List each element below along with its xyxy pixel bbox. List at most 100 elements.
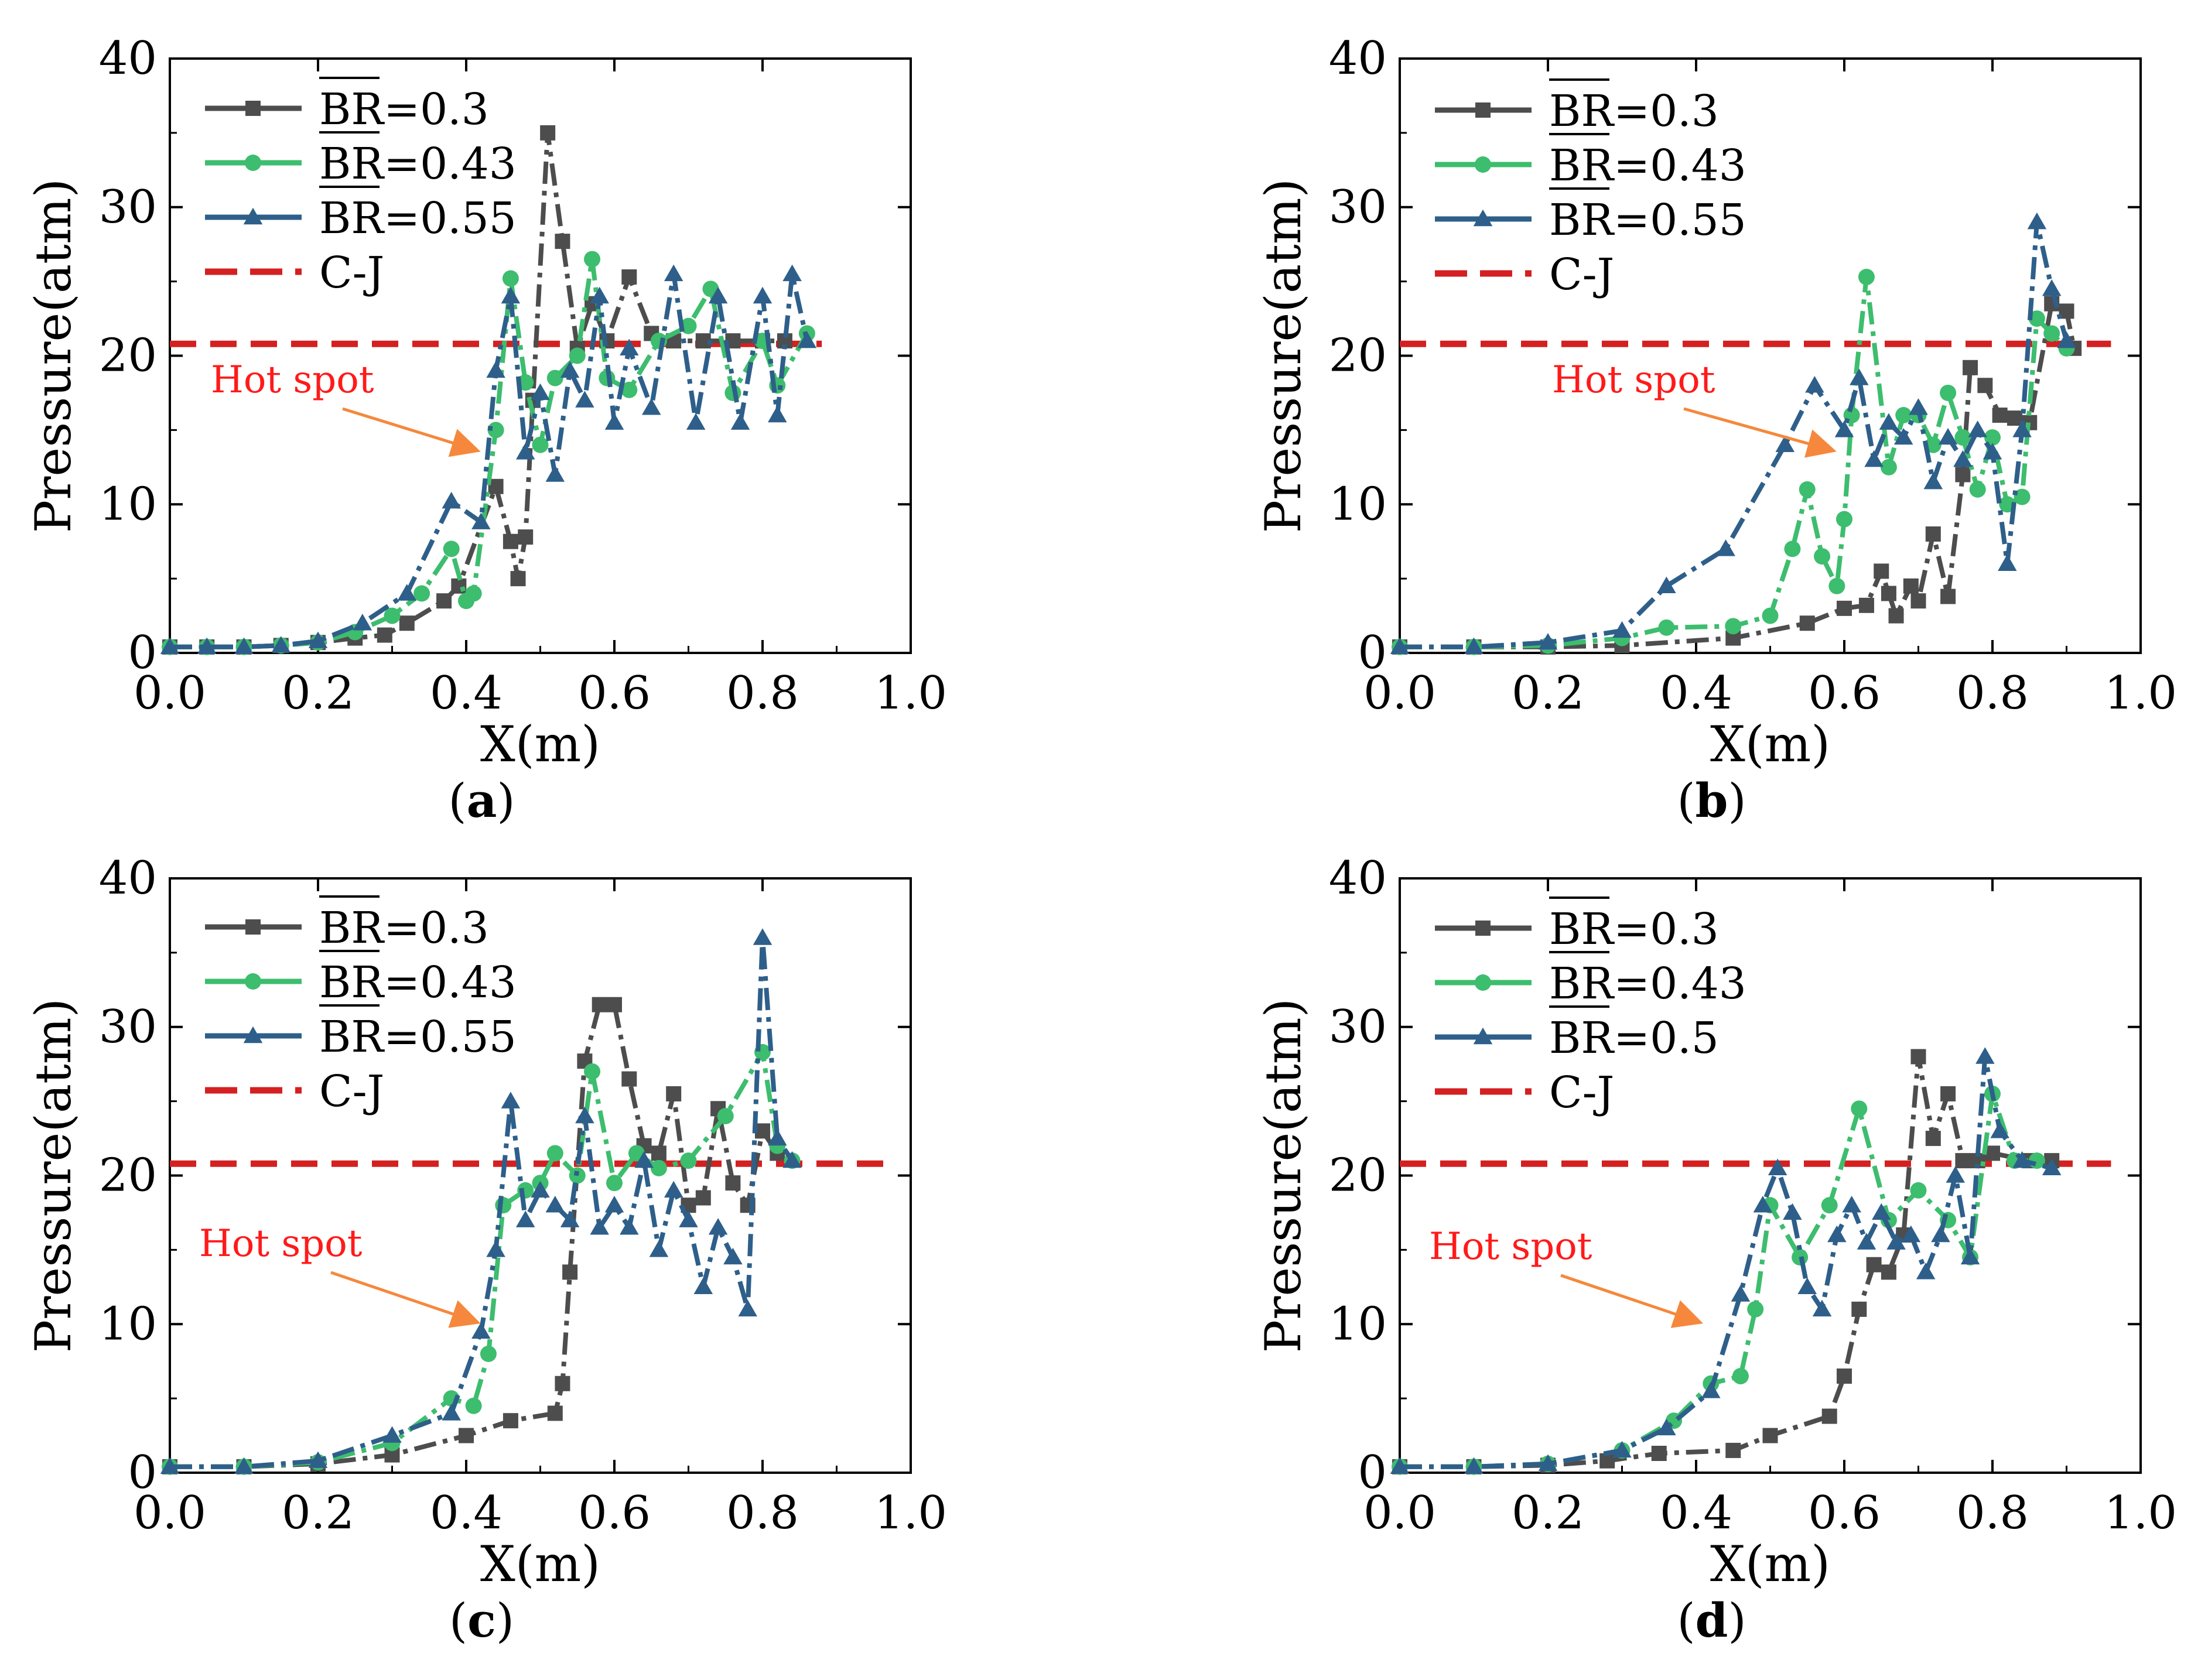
data-point <box>782 264 802 282</box>
legend-label: C-J <box>319 1066 384 1117</box>
data-point <box>1657 576 1676 593</box>
data-point <box>590 1218 609 1235</box>
data-point <box>531 383 550 401</box>
data-point <box>501 286 521 304</box>
data-point <box>465 585 482 602</box>
data-point <box>1923 472 1943 490</box>
data-point <box>686 413 706 430</box>
data-point <box>515 443 535 460</box>
data-point <box>2012 1151 2032 1168</box>
series-line <box>170 1002 780 1469</box>
data-point <box>384 607 401 624</box>
legend-label: BR=0.43 <box>1549 959 1746 1009</box>
data-point <box>2012 420 2032 437</box>
data-point <box>2014 488 2031 505</box>
data-point <box>768 405 787 423</box>
x-tick-label: 0.4 <box>430 667 503 720</box>
data-point <box>160 1457 180 1474</box>
data-point <box>1990 1121 2009 1138</box>
data-point <box>1916 1262 1936 1279</box>
data-point <box>531 1181 550 1198</box>
data-point <box>695 1190 711 1206</box>
data-point <box>555 1376 570 1391</box>
data-point <box>1938 427 1958 445</box>
legend-label: BR=0.3 <box>319 903 489 953</box>
data-point <box>1390 637 1410 655</box>
legend-marker <box>1475 974 1491 991</box>
data-point <box>486 361 505 378</box>
x-tick-label: 0.0 <box>1363 667 1436 720</box>
legend-marker <box>1475 921 1491 936</box>
data-point <box>708 286 728 304</box>
hot-spot-label: Hot spot <box>1552 358 1715 402</box>
data-point <box>693 1277 713 1294</box>
y-tick-label: 40 <box>1329 32 1387 85</box>
x-tick-label: 0.6 <box>1808 667 1881 720</box>
data-point <box>1658 619 1675 636</box>
legend-label: C-J <box>1549 1067 1614 1118</box>
data-point <box>1538 1454 1558 1471</box>
hot-spot-arrow <box>1560 1274 1704 1328</box>
data-point <box>1762 1428 1778 1443</box>
data-point <box>197 637 217 655</box>
chart-panel-a: 0.0 0.2 0.4 0.6 0.8 1.0 0 10 20 30 40 X(m) Pressure(… <box>25 32 947 828</box>
data-point <box>1977 378 1993 394</box>
y-tick-label: 0 <box>128 1446 157 1499</box>
data-point <box>234 1457 254 1474</box>
data-point <box>560 361 580 378</box>
data-point <box>1955 467 1971 483</box>
data-point <box>1701 1381 1721 1398</box>
data-point <box>1732 1368 1749 1385</box>
data-point <box>1895 407 1912 423</box>
x-tick-label: 0.0 <box>134 667 206 720</box>
data-point <box>442 491 461 509</box>
data-point <box>2043 325 2060 342</box>
data-point <box>503 1413 518 1429</box>
data-point <box>397 584 417 601</box>
data-point <box>1969 481 1986 498</box>
data-point <box>1775 435 1795 452</box>
data-point <box>666 1086 682 1101</box>
data-point <box>518 529 534 545</box>
x-tick-label: 0.0 <box>134 1487 206 1539</box>
y-axis-label: Pressure(atm) <box>1255 179 1312 533</box>
y-tick-label: 40 <box>1329 852 1387 905</box>
data-point <box>442 1404 461 1421</box>
panel-caption: (b) <box>1677 773 1746 828</box>
legend-marker <box>1475 102 1491 118</box>
legend-label: BR=0.3 <box>1549 904 1719 954</box>
x-tick-label: 1.0 <box>2104 1487 2177 1539</box>
data-point <box>1963 360 1978 375</box>
data-point <box>1834 420 1854 437</box>
x-tick-label: 0.6 <box>578 1487 651 1539</box>
data-point <box>1968 420 1987 437</box>
y-axis-label: Pressure(atm) <box>25 998 82 1353</box>
chart-panel-b: 0.0 0.2 0.4 0.6 0.8 1.0 0 10 20 30 40 X(m) Pressure(… <box>1255 32 2177 828</box>
data-point <box>1725 618 1742 635</box>
legend-label: BR=0.55 <box>1549 195 1746 245</box>
legend-label: C-J <box>319 248 384 298</box>
data-point <box>271 636 290 653</box>
data-point <box>1893 427 1913 445</box>
data-point <box>1925 436 1942 453</box>
data-point <box>1731 1285 1751 1302</box>
data-point <box>1827 1225 1847 1243</box>
series-line <box>1400 1091 2037 1469</box>
data-point <box>2042 1158 2062 1175</box>
data-point <box>723 1247 743 1265</box>
data-point <box>1955 1153 1971 1169</box>
data-point <box>436 593 452 609</box>
x-tick-label: 0.2 <box>1512 1487 1584 1539</box>
y-tick-label: 20 <box>99 330 157 382</box>
data-point <box>451 578 467 594</box>
x-tick-label: 0.6 <box>578 667 651 720</box>
legend-label: BR=0.43 <box>319 139 517 189</box>
data-point <box>1753 1196 1773 1213</box>
data-point <box>1836 511 1852 528</box>
data-point <box>1837 600 1852 616</box>
data-point <box>621 1071 637 1087</box>
data-point <box>1599 1453 1615 1469</box>
y-tick-label: 40 <box>99 32 157 85</box>
data-point <box>584 1063 601 1080</box>
